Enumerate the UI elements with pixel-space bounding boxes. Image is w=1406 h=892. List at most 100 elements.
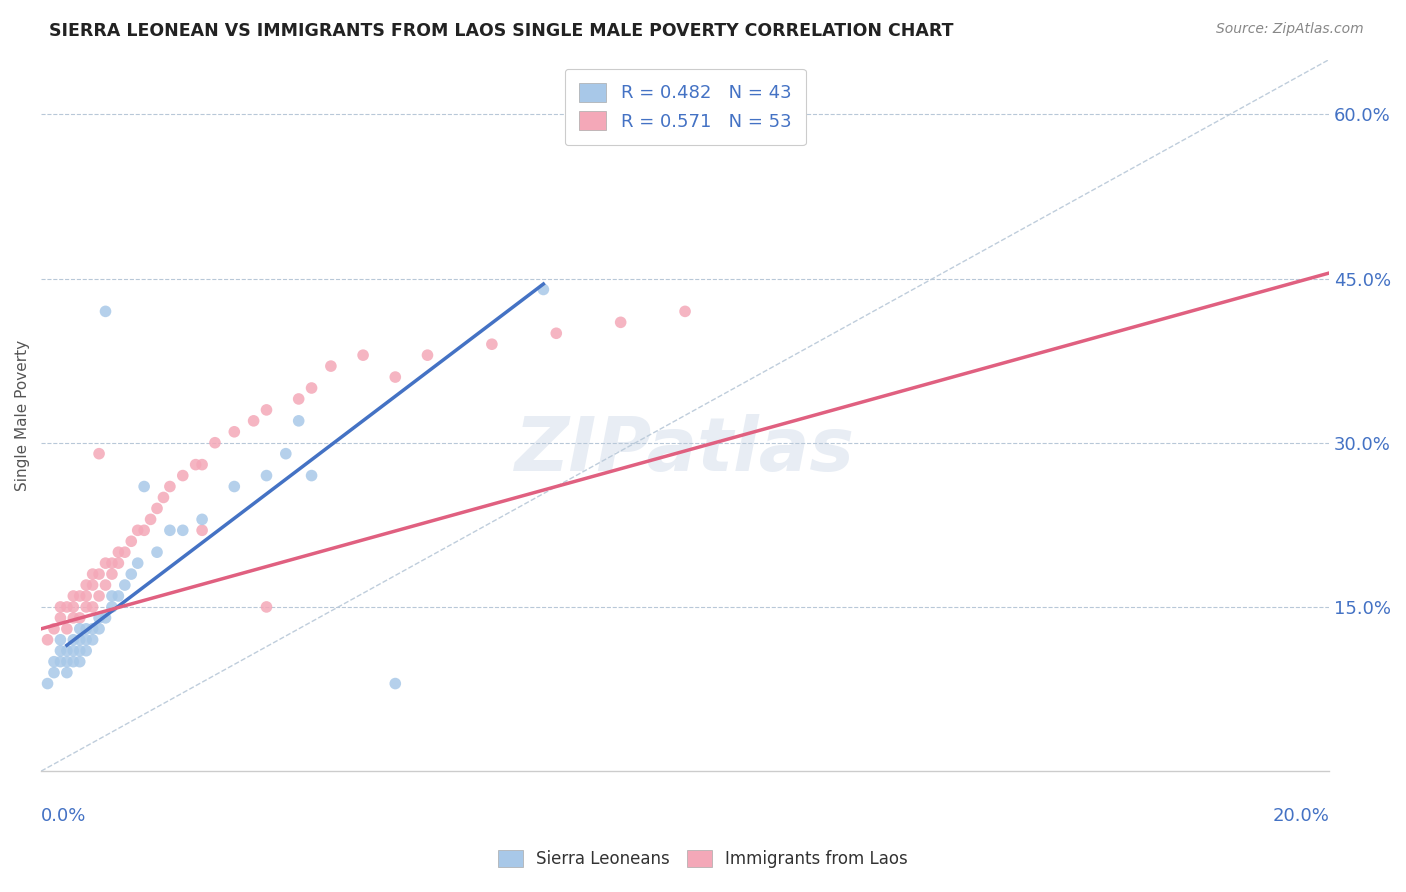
Point bbox=[139, 512, 162, 526]
Point bbox=[120, 534, 142, 549]
Point bbox=[146, 501, 169, 516]
Point bbox=[62, 655, 84, 669]
Point bbox=[101, 589, 124, 603]
Point bbox=[62, 599, 84, 614]
Point bbox=[37, 632, 59, 647]
Legend: R = 0.482   N = 43, R = 0.571   N = 53: R = 0.482 N = 43, R = 0.571 N = 53 bbox=[565, 69, 806, 145]
Point bbox=[42, 665, 65, 680]
Point bbox=[69, 644, 91, 658]
Point bbox=[242, 414, 264, 428]
Point bbox=[384, 370, 406, 384]
Point bbox=[134, 524, 156, 538]
Point bbox=[62, 632, 84, 647]
Point bbox=[301, 381, 323, 395]
Point bbox=[481, 337, 503, 351]
Point bbox=[56, 665, 79, 680]
Point bbox=[87, 447, 110, 461]
Point bbox=[82, 578, 104, 592]
Point bbox=[256, 403, 278, 417]
Point bbox=[75, 599, 97, 614]
Point bbox=[107, 545, 129, 559]
Point bbox=[69, 611, 91, 625]
Point bbox=[69, 632, 91, 647]
Point bbox=[184, 458, 207, 472]
Point bbox=[82, 599, 104, 614]
Point bbox=[191, 512, 214, 526]
Point bbox=[87, 622, 110, 636]
Point bbox=[82, 622, 104, 636]
Point bbox=[75, 632, 97, 647]
Point bbox=[101, 599, 124, 614]
Point bbox=[62, 644, 84, 658]
Point bbox=[94, 578, 117, 592]
Point bbox=[287, 392, 309, 406]
Point bbox=[172, 468, 194, 483]
Point bbox=[191, 458, 214, 472]
Point bbox=[146, 545, 169, 559]
Point bbox=[69, 622, 91, 636]
Point bbox=[609, 315, 631, 329]
Legend: Sierra Leoneans, Immigrants from Laos: Sierra Leoneans, Immigrants from Laos bbox=[492, 843, 914, 875]
Point bbox=[114, 545, 136, 559]
Point bbox=[37, 676, 59, 690]
Point bbox=[152, 491, 174, 505]
Point bbox=[107, 556, 129, 570]
Text: 20.0%: 20.0% bbox=[1272, 806, 1329, 825]
Point bbox=[87, 567, 110, 582]
Point bbox=[56, 622, 79, 636]
Point bbox=[319, 359, 342, 373]
Point bbox=[49, 599, 72, 614]
Point bbox=[69, 589, 91, 603]
Text: SIERRA LEONEAN VS IMMIGRANTS FROM LAOS SINGLE MALE POVERTY CORRELATION CHART: SIERRA LEONEAN VS IMMIGRANTS FROM LAOS S… bbox=[49, 22, 953, 40]
Text: 0.0%: 0.0% bbox=[41, 806, 87, 825]
Point bbox=[301, 468, 323, 483]
Point bbox=[94, 304, 117, 318]
Point bbox=[287, 414, 309, 428]
Point bbox=[75, 589, 97, 603]
Point bbox=[62, 611, 84, 625]
Point bbox=[159, 479, 181, 493]
Text: ZIPatlas: ZIPatlas bbox=[515, 415, 855, 487]
Point bbox=[159, 524, 181, 538]
Point bbox=[87, 611, 110, 625]
Point bbox=[114, 578, 136, 592]
Point bbox=[546, 326, 568, 341]
Point bbox=[56, 644, 79, 658]
Point bbox=[224, 479, 246, 493]
Point bbox=[274, 447, 297, 461]
Point bbox=[82, 632, 104, 647]
Point bbox=[56, 655, 79, 669]
Point bbox=[531, 283, 554, 297]
Point bbox=[75, 578, 97, 592]
Point bbox=[224, 425, 246, 439]
Point bbox=[416, 348, 439, 362]
Point bbox=[94, 556, 117, 570]
Point bbox=[127, 556, 149, 570]
Point bbox=[62, 589, 84, 603]
Point bbox=[87, 589, 110, 603]
Point bbox=[172, 524, 194, 538]
Point bbox=[42, 655, 65, 669]
Point bbox=[42, 622, 65, 636]
Point bbox=[191, 524, 214, 538]
Point bbox=[49, 611, 72, 625]
Point bbox=[49, 632, 72, 647]
Point bbox=[75, 644, 97, 658]
Text: Source: ZipAtlas.com: Source: ZipAtlas.com bbox=[1216, 22, 1364, 37]
Point bbox=[204, 435, 226, 450]
Point bbox=[69, 655, 91, 669]
Point bbox=[56, 599, 79, 614]
Point bbox=[101, 567, 124, 582]
Point bbox=[94, 611, 117, 625]
Point bbox=[75, 622, 97, 636]
Point bbox=[49, 655, 72, 669]
Point bbox=[134, 479, 156, 493]
Point bbox=[82, 567, 104, 582]
Point bbox=[352, 348, 374, 362]
Point bbox=[256, 599, 278, 614]
Point bbox=[107, 589, 129, 603]
Point bbox=[49, 644, 72, 658]
Point bbox=[673, 304, 696, 318]
Point bbox=[101, 556, 124, 570]
Point bbox=[384, 676, 406, 690]
